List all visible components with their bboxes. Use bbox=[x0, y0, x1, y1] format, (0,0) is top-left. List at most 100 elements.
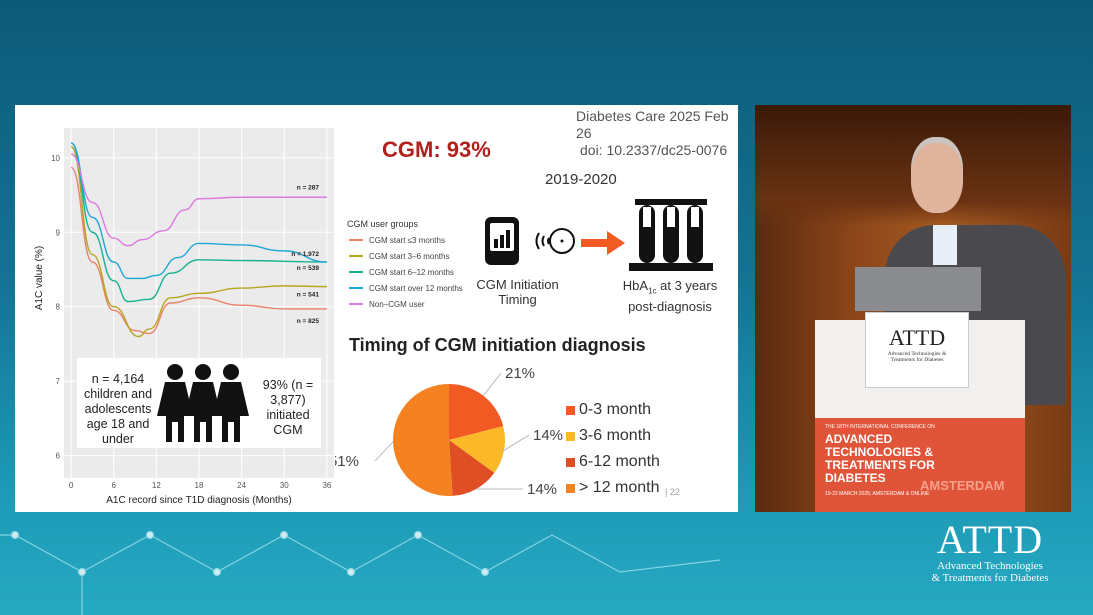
series-n-label: n = 541 bbox=[297, 292, 320, 299]
headline: CGM: 93% bbox=[382, 137, 491, 162]
legend-swatch bbox=[349, 287, 363, 289]
legend-swatch bbox=[349, 303, 363, 305]
presentation-slide: 0 6 12 18 24 30 36 6 7 8 9 10 A1C record since T1D d… bbox=[15, 105, 738, 512]
legend-item: CGM start 6–12 months bbox=[347, 264, 463, 280]
series-n-label: n = 539 bbox=[297, 265, 320, 272]
watermark-line1: Advanced Technologies bbox=[937, 560, 1043, 572]
line-chart-legend: CGM user groups CGM start ≤3 months CGM s… bbox=[347, 219, 463, 312]
y-tick-label: 10 bbox=[51, 154, 60, 163]
legend-label: CGM start 3–6 months bbox=[369, 251, 450, 261]
pie-legend-item: 6-12 month bbox=[566, 449, 660, 475]
legend-swatch bbox=[349, 255, 363, 257]
y-tick-label: 8 bbox=[56, 303, 61, 312]
podium-sign-logo: ATTD bbox=[888, 325, 946, 350]
banner-title: ADVANCED TECHNOLOGIES & TREATMENTS FOR D… bbox=[825, 432, 935, 485]
a1c-line-chart: 0 6 12 18 24 30 36 6 7 8 9 10 A1C record since T1D d… bbox=[34, 128, 334, 506]
cohort-size-text: n = 4,164 children and adolescents age 1… bbox=[83, 372, 153, 446]
legend-item: CGM start 3–6 months bbox=[347, 248, 463, 264]
legend-label: Non–CGM user bbox=[369, 299, 425, 309]
pie-data-label: 21% bbox=[505, 365, 535, 382]
cgm-timing-pie-chart: 21% 14% 14% 51% bbox=[335, 365, 563, 498]
pie-data-label: 51% bbox=[335, 453, 359, 470]
pie-slice bbox=[449, 426, 505, 473]
watermark-logo: ATTD bbox=[936, 517, 1044, 562]
conference-banner: THE 18TH INTERNATIONAL CONFERENCE ON ADV… bbox=[815, 418, 1025, 512]
citation-doi: doi: 10.2337/dc25-0076 bbox=[580, 142, 728, 158]
page-number: | 22 bbox=[665, 487, 680, 497]
citation: Diabetes Care 2025 Feb 26 doi: 10.2337/d… bbox=[576, 108, 738, 159]
laptop bbox=[855, 267, 981, 311]
banner-dates: 19-22 MARCH 2025, AMSTERDAM & ONLINE bbox=[825, 491, 930, 497]
x-tick-label: 12 bbox=[152, 481, 161, 490]
pie-slice bbox=[393, 384, 453, 496]
legend-label: CGM start ≤3 months bbox=[369, 235, 445, 245]
pie-legend-item: 0-3 month bbox=[566, 397, 660, 423]
x-tick-label: 36 bbox=[322, 481, 331, 490]
pie-legend-swatch bbox=[566, 457, 575, 467]
speaker-head bbox=[911, 143, 963, 213]
y-axis-label: A1C value (%) bbox=[34, 246, 45, 310]
pie-chart-legend: 0-3 month 3-6 month 6-12 month > 12 month bbox=[566, 397, 660, 501]
pie-slice bbox=[449, 384, 504, 440]
citation-journal: Diabetes Care 2025 Feb 26 bbox=[576, 108, 729, 141]
legend-label: CGM start over 12 months bbox=[369, 283, 463, 293]
pie-leader-line bbox=[374, 441, 394, 462]
arrow-right-icon bbox=[581, 231, 625, 255]
cohort-info-box: n = 4,164 children and adolescents age 1… bbox=[77, 358, 321, 448]
pie-legend-swatch bbox=[566, 483, 575, 493]
pie-legend-item: 3-6 month bbox=[566, 423, 660, 449]
pie-leader-line bbox=[503, 434, 530, 451]
legend-item: CGM start ≤3 months bbox=[347, 232, 463, 248]
pie-chart-title: Timing of CGM initiation diagnosis bbox=[349, 335, 646, 355]
banner-city: AMSTERDAM bbox=[920, 478, 1005, 493]
x-tick-label: 18 bbox=[195, 481, 204, 490]
series-n-label: n = 287 bbox=[297, 184, 320, 191]
legend-label: CGM start 6–12 months bbox=[369, 267, 454, 277]
hba1c-subscript: 1c bbox=[648, 286, 657, 296]
pie-slice bbox=[449, 440, 495, 496]
series-n-label: n = 825 bbox=[297, 318, 320, 325]
legend-title: CGM user groups bbox=[347, 219, 419, 229]
network-decoration bbox=[0, 530, 721, 615]
banner-kicker: THE 18TH INTERNATIONAL CONFERENCE ON bbox=[825, 424, 935, 430]
pie-legend-label: > 12 month bbox=[579, 479, 660, 496]
legend-swatch bbox=[349, 239, 363, 241]
y-tick-label: 6 bbox=[56, 452, 61, 461]
cgm-device-icon bbox=[485, 217, 575, 265]
pie-data-label: 14% bbox=[533, 427, 563, 444]
legend-item: CGM start over 12 months bbox=[347, 280, 463, 296]
watermark-line2: & Treatments for Diabetes bbox=[931, 572, 1049, 584]
legend-item: Non–CGM user bbox=[347, 296, 463, 312]
pie-data-label: 14% bbox=[527, 481, 557, 498]
x-axis-label: A1C record since T1D diagnosis (Months) bbox=[106, 495, 291, 506]
hba1c-text: HbA bbox=[622, 278, 649, 293]
series-line bbox=[70, 142, 327, 303]
podium: THE 18TH INTERNATIONAL CONFERENCE ON ADV… bbox=[815, 320, 1025, 512]
hba1c-rest: at 3 years post-diagnosis bbox=[628, 278, 718, 314]
series-n-label: n = 1,972 bbox=[291, 251, 319, 258]
podium-sign: ATTD Advanced Technologies & Treatments … bbox=[865, 312, 969, 388]
y-tick-label: 9 bbox=[56, 228, 61, 237]
pie-legend-item: > 12 month bbox=[566, 475, 660, 501]
series-line bbox=[70, 145, 327, 338]
pie-leader-line bbox=[483, 372, 502, 396]
people-icon bbox=[157, 364, 249, 442]
speaker-video: THE 18TH INTERNATIONAL CONFERENCE ON ADV… bbox=[755, 105, 1071, 512]
series-line bbox=[70, 142, 327, 280]
legend-swatch bbox=[349, 271, 363, 273]
blood-test-tubes-icon bbox=[629, 199, 713, 271]
x-tick-label: 0 bbox=[69, 481, 74, 490]
study-period: 2019-2020 bbox=[545, 171, 617, 188]
series-line bbox=[70, 166, 327, 335]
x-tick-label: 24 bbox=[237, 481, 246, 490]
x-tick-label: 30 bbox=[280, 481, 289, 490]
pie-legend-swatch bbox=[566, 431, 575, 441]
speaker-shirt bbox=[933, 225, 957, 265]
pie-legend-label: 0-3 month bbox=[579, 401, 652, 418]
series-line bbox=[70, 153, 327, 247]
page-number-value: 22 bbox=[669, 487, 680, 497]
x-tick-label: 6 bbox=[112, 481, 117, 490]
pie-legend-swatch bbox=[566, 405, 575, 415]
y-tick-label: 7 bbox=[56, 377, 61, 386]
podium-sign-subtitle: Advanced Technologies & Treatments for D… bbox=[887, 351, 947, 363]
